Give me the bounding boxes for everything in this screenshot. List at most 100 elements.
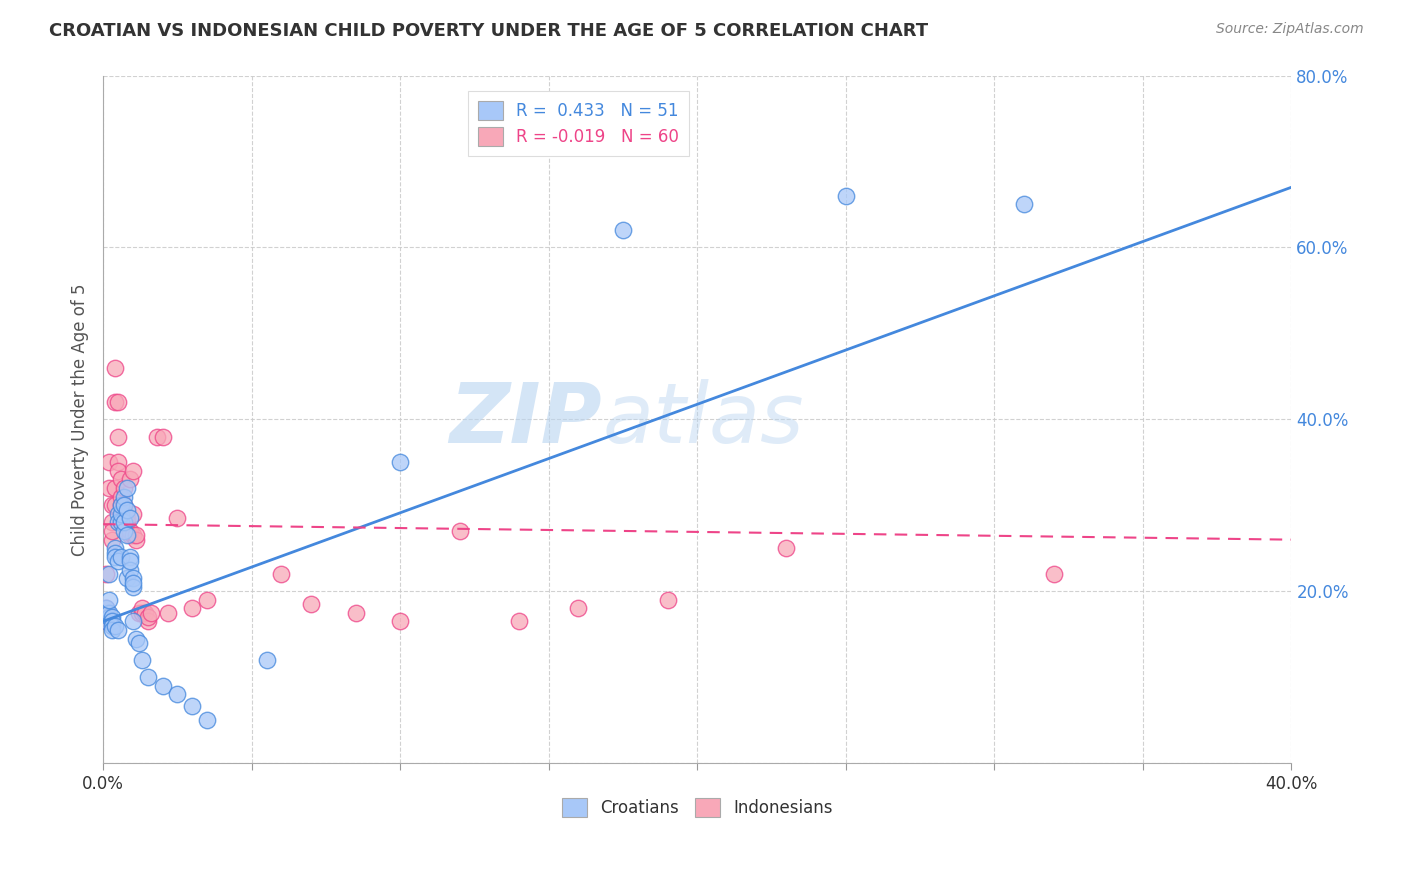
Point	[107, 455, 129, 469]
Point	[110, 473, 132, 487]
Point	[128, 606, 150, 620]
Point	[98, 592, 121, 607]
Point	[1042, 567, 1064, 582]
Point	[110, 516, 132, 530]
Legend: Croatians, Indonesians: Croatians, Indonesians	[555, 791, 839, 823]
Point	[107, 464, 129, 478]
Point	[107, 554, 129, 568]
Point	[112, 498, 135, 512]
Point	[136, 610, 159, 624]
Point	[104, 481, 127, 495]
Point	[270, 567, 292, 582]
Point	[389, 615, 412, 629]
Point	[299, 597, 322, 611]
Point	[107, 623, 129, 637]
Point	[145, 429, 167, 443]
Point	[195, 592, 218, 607]
Point	[121, 580, 143, 594]
Point	[94, 567, 117, 582]
Point	[98, 481, 121, 495]
Point	[449, 524, 471, 538]
Point	[104, 498, 127, 512]
Point	[101, 524, 124, 538]
Point	[107, 507, 129, 521]
Point	[121, 464, 143, 478]
Point	[121, 575, 143, 590]
Point	[112, 516, 135, 530]
Point	[94, 615, 117, 629]
Point	[775, 541, 797, 556]
Point	[118, 563, 141, 577]
Point	[136, 670, 159, 684]
Point	[115, 516, 138, 530]
Point	[344, 606, 367, 620]
Point	[115, 524, 138, 538]
Point	[118, 524, 141, 538]
Point	[256, 653, 278, 667]
Point	[657, 592, 679, 607]
Point	[134, 606, 156, 620]
Point	[98, 567, 121, 582]
Text: ZIP: ZIP	[450, 379, 602, 459]
Y-axis label: Child Poverty Under the Age of 5: Child Poverty Under the Age of 5	[72, 283, 89, 556]
Point	[131, 606, 153, 620]
Point	[121, 615, 143, 629]
Point	[508, 615, 530, 629]
Point	[118, 549, 141, 564]
Point	[101, 610, 124, 624]
Point	[112, 481, 135, 495]
Point	[118, 528, 141, 542]
Point	[101, 615, 124, 629]
Point	[110, 498, 132, 512]
Point	[115, 502, 138, 516]
Point	[110, 498, 132, 512]
Point	[98, 455, 121, 469]
Point	[112, 524, 135, 538]
Point	[121, 571, 143, 585]
Point	[166, 687, 188, 701]
Point	[107, 516, 129, 530]
Point	[104, 549, 127, 564]
Point	[104, 545, 127, 559]
Point	[107, 395, 129, 409]
Point	[567, 601, 589, 615]
Point	[152, 429, 174, 443]
Point	[1012, 197, 1035, 211]
Point	[98, 606, 121, 620]
Point	[125, 528, 148, 542]
Point	[136, 615, 159, 629]
Point	[115, 481, 138, 495]
Point	[101, 623, 124, 637]
Point	[104, 541, 127, 556]
Text: Source: ZipAtlas.com: Source: ZipAtlas.com	[1216, 22, 1364, 37]
Point	[110, 490, 132, 504]
Point	[121, 507, 143, 521]
Point	[107, 429, 129, 443]
Point	[612, 223, 634, 237]
Point	[131, 653, 153, 667]
Point	[181, 601, 204, 615]
Point	[125, 533, 148, 547]
Point	[101, 498, 124, 512]
Text: atlas: atlas	[602, 379, 804, 459]
Point	[101, 533, 124, 547]
Point	[110, 516, 132, 530]
Text: CROATIAN VS INDONESIAN CHILD POVERTY UNDER THE AGE OF 5 CORRELATION CHART: CROATIAN VS INDONESIAN CHILD POVERTY UND…	[49, 22, 928, 40]
Point	[110, 549, 132, 564]
Point	[125, 632, 148, 646]
Point	[389, 455, 412, 469]
Point	[101, 516, 124, 530]
Point	[181, 699, 204, 714]
Point	[118, 554, 141, 568]
Point	[128, 636, 150, 650]
Point	[152, 679, 174, 693]
Point	[131, 601, 153, 615]
Point	[166, 511, 188, 525]
Point	[112, 516, 135, 530]
Point	[115, 511, 138, 525]
Point	[101, 618, 124, 632]
Point	[835, 189, 858, 203]
Point	[112, 507, 135, 521]
Point	[118, 473, 141, 487]
Point	[118, 511, 141, 525]
